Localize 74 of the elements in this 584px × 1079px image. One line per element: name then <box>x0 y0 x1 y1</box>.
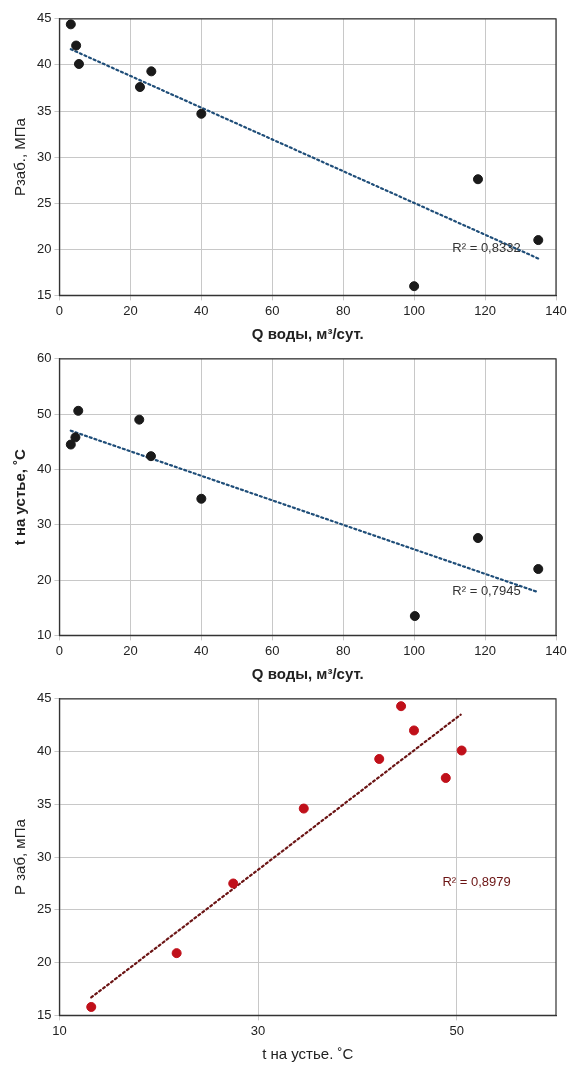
y-tick-label: 45 <box>36 10 52 26</box>
y-tick-label: 30 <box>36 516 52 532</box>
point <box>73 405 84 416</box>
y-axis-title: Рзаб., МПа <box>11 117 29 197</box>
point <box>73 58 84 69</box>
point <box>134 82 145 93</box>
y-tick-label: 50 <box>36 405 52 421</box>
x-tick-label: 60 <box>265 302 280 318</box>
point <box>171 948 182 959</box>
x-tick-label: 120 <box>474 642 496 658</box>
annotation: R² = 0,8979 <box>442 874 511 890</box>
y-tick-label: 10 <box>36 626 52 642</box>
x-tick-label: 120 <box>474 302 496 318</box>
point <box>396 701 407 712</box>
x-tick-label: 100 <box>403 642 425 658</box>
x-tick-label: 20 <box>123 302 138 318</box>
y-tick-label: 20 <box>36 240 52 256</box>
point <box>65 439 76 450</box>
y-axis-title: Р заб, мПа <box>11 818 29 895</box>
y-tick-label: 25 <box>36 194 52 210</box>
x-tick-label: 50 <box>449 1022 464 1038</box>
x-tick-label: 40 <box>194 302 209 318</box>
x-axis-title: Q воды, м³/сут. <box>251 665 364 683</box>
x-axis-title: t на устье. ˚С <box>262 1045 354 1063</box>
y-tick-label: 30 <box>36 148 52 164</box>
point <box>472 533 483 544</box>
point <box>70 432 81 443</box>
y-tick-label: 20 <box>36 571 52 587</box>
point <box>409 611 420 622</box>
x-tick-label: 60 <box>265 642 280 658</box>
y-tick-label: 35 <box>36 795 52 811</box>
point <box>456 745 467 756</box>
y-tick-label: 45 <box>36 690 52 706</box>
x-tick-label: 80 <box>335 642 351 658</box>
x-tick-label: 40 <box>194 642 209 658</box>
point <box>533 235 544 246</box>
x-tick-label: 0 <box>55 642 64 658</box>
x-tick-label: 10 <box>52 1022 67 1038</box>
y-tick-label: 25 <box>36 901 52 917</box>
y-axis-title: t на устье, ˚С <box>11 448 29 546</box>
y-tick-label: 20 <box>36 954 52 970</box>
x-tick-label: 140 <box>545 642 567 658</box>
x-tick-label: 20 <box>123 642 138 658</box>
annotation: R² = 0,7945 <box>452 582 521 598</box>
point <box>71 40 82 51</box>
point <box>146 66 157 77</box>
point <box>374 753 385 764</box>
point <box>440 772 451 783</box>
x-tick-label: 140 <box>545 302 567 318</box>
y-tick-label: 15 <box>36 1006 52 1022</box>
y-tick-label: 40 <box>36 461 52 477</box>
x-tick-label: 80 <box>335 302 351 318</box>
point <box>196 493 207 504</box>
point <box>533 564 544 575</box>
point <box>86 1001 97 1012</box>
y-tick-label: 40 <box>36 56 52 72</box>
point <box>145 451 156 462</box>
x-tick-label: 100 <box>403 302 425 318</box>
point <box>408 725 419 736</box>
x-tick-label: 0 <box>55 302 64 318</box>
point <box>298 803 309 814</box>
y-tick-label: 60 <box>36 350 52 366</box>
y-tick-label: 35 <box>36 102 52 118</box>
y-tick-label: 15 <box>36 286 52 302</box>
point <box>228 878 239 889</box>
point <box>134 414 145 425</box>
x-axis-title: Q воды, м³/сут. <box>251 325 364 343</box>
y-tick-label: 30 <box>36 848 52 864</box>
point <box>472 174 483 185</box>
point <box>196 108 207 119</box>
point <box>409 281 420 292</box>
point <box>65 19 76 30</box>
y-tick-label: 40 <box>36 743 52 759</box>
x-tick-label: 30 <box>250 1022 266 1038</box>
